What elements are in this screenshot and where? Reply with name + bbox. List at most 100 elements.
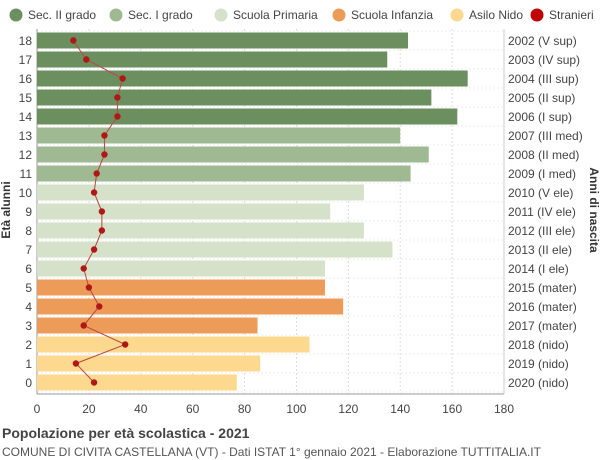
bar xyxy=(37,260,325,277)
chart-title: Popolazione per età scolastica - 2021 xyxy=(2,425,250,441)
stranieri-point xyxy=(122,341,129,348)
birth-year-label: 2017 (mater) xyxy=(508,319,577,333)
birth-year-label: 2010 (V ele) xyxy=(508,186,573,200)
stranieri-point xyxy=(101,132,108,139)
legend-label: Stranieri xyxy=(549,8,594,22)
birth-year-label: 2011 (IV ele) xyxy=(508,205,576,219)
age-tick-label: 14 xyxy=(19,110,33,124)
age-tick-label: 0 xyxy=(25,376,32,390)
legend-swatch xyxy=(332,8,346,22)
bar xyxy=(37,203,331,220)
x-tick-label: 140 xyxy=(390,402,410,416)
stranieri-point xyxy=(80,265,87,272)
birth-year-label: 2018 (nido) xyxy=(508,338,569,352)
stranieri-point xyxy=(85,284,93,291)
legend-label: Sec. II grado xyxy=(28,8,96,22)
x-tick-label: 180 xyxy=(494,402,514,416)
birth-year-label: 2019 (nido) xyxy=(508,357,569,371)
bar xyxy=(37,279,325,296)
birth-year-label: 2006 (I sup) xyxy=(508,110,572,124)
age-tick-label: 11 xyxy=(20,167,33,181)
gridlines xyxy=(36,29,505,395)
bar xyxy=(37,165,411,182)
stranieri-point xyxy=(90,189,98,196)
legend-swatch xyxy=(530,8,544,22)
x-tick-label: 20 xyxy=(82,402,96,416)
legend-label: Asilo Nido xyxy=(469,8,523,22)
age-tick-label: 18 xyxy=(19,34,33,48)
stranieri-point xyxy=(114,113,121,120)
birth-year-label: 2005 (II sup) xyxy=(508,91,575,105)
legend-swatch xyxy=(109,8,123,22)
age-tick-label: 12 xyxy=(19,148,33,162)
stranieri-point xyxy=(93,170,100,177)
stranieri-point xyxy=(119,75,126,82)
stranieri-point xyxy=(80,322,87,329)
age-tick-label: 2 xyxy=(25,338,32,352)
stranieri-point xyxy=(90,246,98,253)
birth-year-label: 2015 (mater) xyxy=(508,281,577,295)
age-tick-label: 4 xyxy=(25,300,32,314)
age-tick-label: 15 xyxy=(19,91,33,105)
bar xyxy=(37,184,364,201)
birth-year-label: 2003 (IV sup) xyxy=(508,53,580,67)
chart-subtitle: COMUNE DI CIVITA CASTELLANA (VT) - Dati … xyxy=(2,445,542,459)
stranieri-point xyxy=(114,94,121,101)
age-tick-label: 8 xyxy=(25,224,32,238)
bar xyxy=(37,355,261,372)
birth-year-label: 2020 (nido) xyxy=(508,376,569,390)
bar xyxy=(37,146,429,163)
legend: Sec. II grado Sec. I grado Scuola Primaria… xyxy=(9,8,594,22)
bar xyxy=(37,317,258,334)
x-tick-label: 100 xyxy=(286,402,306,416)
x-tick-label: 0 xyxy=(34,402,41,416)
bar xyxy=(37,241,393,258)
stranieri-point xyxy=(70,37,77,44)
x-tick-label: 80 xyxy=(238,402,252,416)
stranieri-point xyxy=(90,379,98,386)
legend-label: Sec. I grado xyxy=(128,8,193,22)
age-tick-label: 10 xyxy=(19,186,33,200)
x-tick-label: 120 xyxy=(338,402,358,416)
age-tick-label: 13 xyxy=(19,129,33,143)
birth-year-label: 2008 (II med) xyxy=(508,148,579,162)
age-tick-label: 1 xyxy=(25,357,32,371)
x-ticks: 0 20 40 60 80 100 120 140 160 180 xyxy=(34,402,515,416)
legend-swatch xyxy=(9,8,23,22)
legend-swatch xyxy=(214,8,228,22)
birth-year-label: 2014 (I ele) xyxy=(508,262,569,276)
bar xyxy=(37,70,468,87)
age-tick-label: 3 xyxy=(25,319,32,333)
bars xyxy=(37,32,468,391)
stranieri-point xyxy=(101,151,108,158)
bar xyxy=(37,89,432,106)
bar xyxy=(37,32,409,49)
birth-year-label: 2007 (III med) xyxy=(508,129,583,143)
age-tick-label: 5 xyxy=(25,281,32,295)
legend-label: Scuola Infanzia xyxy=(351,8,433,22)
y-axis-title: Età alunni xyxy=(0,181,13,238)
stranieri-line xyxy=(70,37,129,386)
age-tick-label: 16 xyxy=(19,72,33,86)
x-tick-label: 60 xyxy=(186,402,200,416)
legend-swatch xyxy=(450,8,464,22)
stranieri-point xyxy=(83,56,90,63)
age-tick-label: 7 xyxy=(25,243,32,257)
y-axis-title-right: Anni di nascita xyxy=(587,167,600,253)
bar xyxy=(37,108,458,125)
bar xyxy=(37,51,388,68)
stranieri-point xyxy=(96,303,103,310)
birth-year-label: 2002 (V sup) xyxy=(508,34,577,48)
bar xyxy=(37,298,344,315)
age-tick-label: 17 xyxy=(19,53,33,67)
stranieri-point xyxy=(72,360,80,367)
bar xyxy=(37,127,401,144)
x-tick-label: 160 xyxy=(442,402,462,416)
age-tick-label: 6 xyxy=(25,262,32,276)
x-tick-label: 40 xyxy=(134,402,148,416)
age-tick-label: 9 xyxy=(25,205,32,219)
stranieri-point xyxy=(98,227,106,234)
bar xyxy=(37,374,237,391)
